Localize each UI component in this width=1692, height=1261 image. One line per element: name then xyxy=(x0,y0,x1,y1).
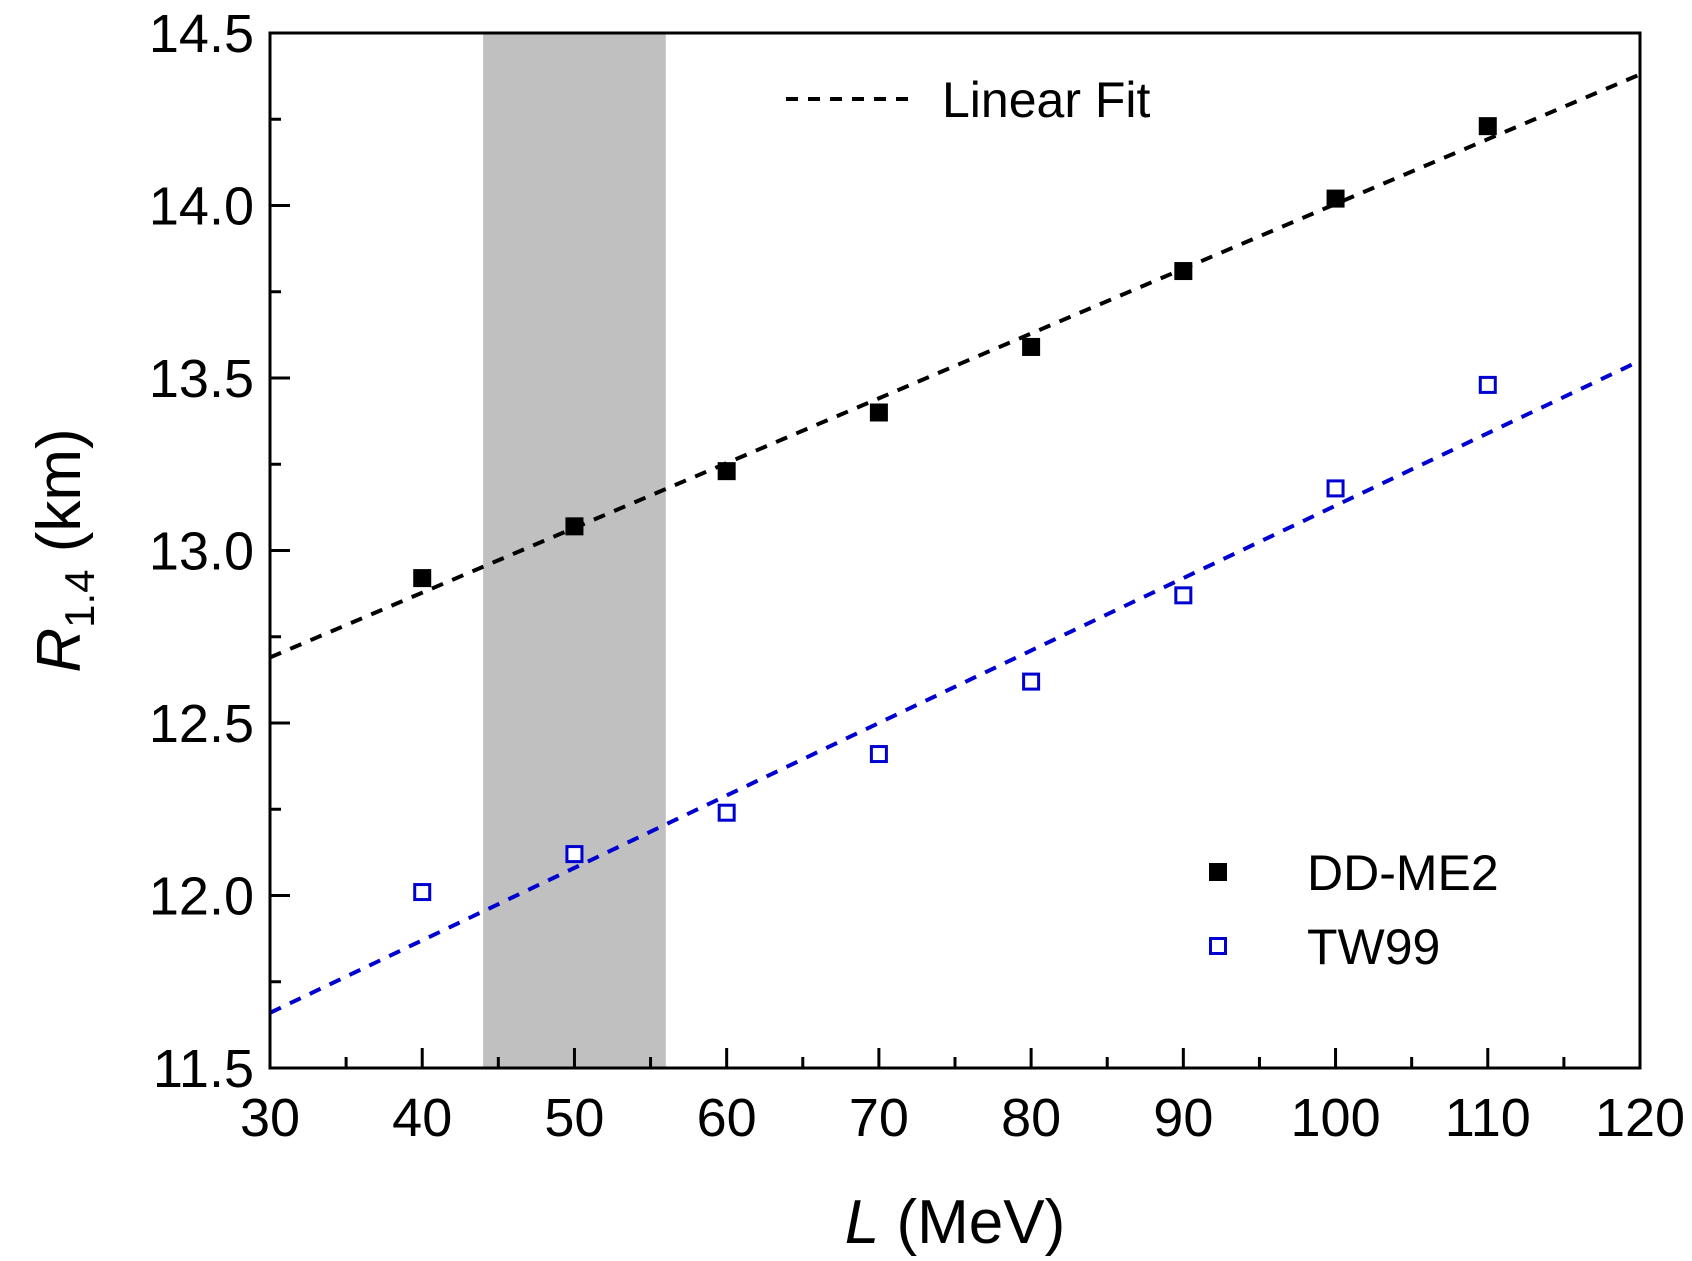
x-tick-label: 80 xyxy=(1001,1088,1061,1148)
fit-lines-layer xyxy=(269,72,1641,1015)
data-point-tw99 xyxy=(1022,672,1041,691)
y-tick-label: 13.5 xyxy=(149,349,254,409)
x-tick-label: 120 xyxy=(1595,1088,1685,1148)
data-point-tw99 xyxy=(717,803,736,822)
data-point-tw99 xyxy=(869,745,888,764)
data-point-dd-me2 xyxy=(869,403,888,422)
series-legend: DD-ME2 TW99 xyxy=(1209,845,1499,975)
y-tick-label: 12.5 xyxy=(149,694,254,754)
x-tick-label: 30 xyxy=(240,1088,300,1148)
shaded-band xyxy=(483,33,666,1068)
fit-legend-label: Linear Fit xyxy=(942,72,1151,128)
y-tick-label: 14.0 xyxy=(149,177,254,237)
shaded-band-layer xyxy=(483,33,666,1068)
legend-marker-tw99 xyxy=(1209,937,1227,955)
x-tick-label: 90 xyxy=(1153,1088,1213,1148)
x-tick-label: 60 xyxy=(697,1088,757,1148)
data-point-tw99 xyxy=(1478,375,1497,394)
y-axis-title: R1.4 (km) xyxy=(25,428,103,672)
fit-line-tw99 xyxy=(269,358,1641,1015)
y-tick-label: 14.5 xyxy=(149,4,254,64)
data-point-tw99 xyxy=(413,883,432,902)
x-axis-unit: (MeV) xyxy=(879,1188,1065,1257)
ticks-layer: 30 40 50 60 70 80 90 100 110 120 11.5 12.0 12.5 13.0 1… xyxy=(149,4,1685,1148)
data-point-dd-me2 xyxy=(565,517,584,536)
legend-label-dd-me2: DD-ME2 xyxy=(1307,845,1499,901)
legend-marker-dd-me2 xyxy=(1209,863,1227,881)
x-tick-label: 100 xyxy=(1291,1088,1381,1148)
x-axis-variable: L xyxy=(845,1188,879,1257)
plot-frame xyxy=(268,31,1642,1070)
x-tick-label: 110 xyxy=(1445,1088,1531,1148)
data-point-tw99 xyxy=(565,845,584,864)
data-point-dd-me2 xyxy=(717,462,736,481)
fit-line-dd-me2 xyxy=(269,72,1641,660)
data-point-dd-me2 xyxy=(1022,337,1041,356)
fit-legend: Linear Fit xyxy=(786,72,1151,128)
legend-label-tw99: TW99 xyxy=(1307,919,1440,975)
markers-layer xyxy=(413,117,1497,902)
y-axis-variable: R xyxy=(25,628,94,673)
y-tick-label: 11.5 xyxy=(153,1039,254,1099)
data-point-tw99 xyxy=(1174,586,1193,605)
y-tick-label: 13.0 xyxy=(149,522,254,582)
data-point-dd-me2 xyxy=(413,569,432,588)
y-axis-unit: (km) xyxy=(25,428,94,569)
data-point-dd-me2 xyxy=(1174,262,1193,281)
x-tick-label: 70 xyxy=(849,1088,909,1148)
x-axis-title: L (MeV) xyxy=(845,1188,1065,1257)
x-tick-label: 40 xyxy=(392,1088,452,1148)
data-point-tw99 xyxy=(1326,479,1345,498)
y-tick-label: 12.0 xyxy=(149,867,254,927)
data-point-dd-me2 xyxy=(1478,117,1497,136)
x-tick-label: 50 xyxy=(544,1088,604,1148)
y-axis-subscript: 1.4 xyxy=(56,570,103,628)
data-point-dd-me2 xyxy=(1326,189,1345,208)
